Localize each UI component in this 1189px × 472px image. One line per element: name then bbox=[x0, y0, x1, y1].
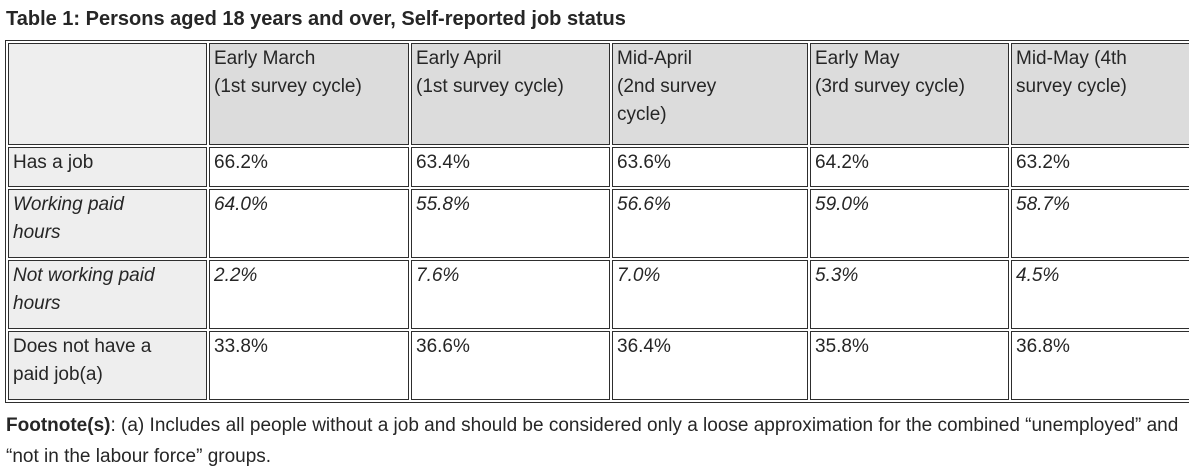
row-label: Working paid hours bbox=[8, 189, 207, 258]
column-header-early-april: Early April (1st survey cycle) bbox=[411, 43, 610, 145]
table-cell: 7.6% bbox=[411, 260, 610, 329]
table-cell: 2.2% bbox=[209, 260, 409, 329]
header-row: Early March (1st survey cycle) Early Apr… bbox=[8, 43, 1189, 145]
table-cell: 35.8% bbox=[810, 331, 1009, 400]
table-cell: 36.4% bbox=[612, 331, 808, 400]
column-header-mid-april: Mid-April (2nd survey cycle) bbox=[612, 43, 808, 145]
table-cell: 33.8% bbox=[209, 331, 409, 400]
column-header-mid-may: Mid-May (4th survey cycle) bbox=[1011, 43, 1189, 145]
column-header-early-may: Early May (3rd survey cycle) bbox=[810, 43, 1009, 145]
row-label: Not working paid hours bbox=[8, 260, 207, 329]
table-cell: 7.0% bbox=[612, 260, 808, 329]
table-cell: 66.2% bbox=[209, 147, 409, 187]
footnote-label: Footnote(s) bbox=[6, 415, 111, 436]
table-row-working-paid-hours: Working paid hours 64.0% 55.8% 56.6% 59.… bbox=[8, 189, 1189, 258]
footnote: Footnote(s): (a) Includes all people wit… bbox=[6, 410, 1185, 472]
table-cell: 36.6% bbox=[411, 331, 610, 400]
table-cell: 59.0% bbox=[810, 189, 1009, 258]
table-cell: 55.8% bbox=[411, 189, 610, 258]
table-cell: 64.2% bbox=[810, 147, 1009, 187]
table-row-not-working-paid-hours: Not working paid hours 2.2% 7.6% 7.0% 5.… bbox=[8, 260, 1189, 329]
table-cell: 64.0% bbox=[209, 189, 409, 258]
table-cell: 63.6% bbox=[612, 147, 808, 187]
table-row-does-not-have-paid-job: Does not have a paid job(a) 33.8% 36.6% … bbox=[8, 331, 1189, 400]
corner-cell bbox=[8, 43, 207, 145]
table-cell: 63.2% bbox=[1011, 147, 1189, 187]
table-cell: 4.5% bbox=[1011, 260, 1189, 329]
table-body: Has a job 66.2% 63.4% 63.6% 64.2% 63.2% … bbox=[8, 147, 1189, 400]
table-title: Table 1: Persons aged 18 years and over,… bbox=[6, 8, 626, 30]
row-label: Does not have a paid job(a) bbox=[8, 331, 207, 400]
table-cell: 36.8% bbox=[1011, 331, 1189, 400]
table-cell: 56.6% bbox=[612, 189, 808, 258]
table-header: Early March (1st survey cycle) Early Apr… bbox=[8, 43, 1189, 145]
row-label: Has a job bbox=[8, 147, 207, 187]
job-status-table: Early March (1st survey cycle) Early Apr… bbox=[5, 40, 1189, 403]
table-row-has-a-job: Has a job 66.2% 63.4% 63.6% 64.2% 63.2% bbox=[8, 147, 1189, 187]
column-header-early-march: Early March (1st survey cycle) bbox=[209, 43, 409, 145]
table-cell: 5.3% bbox=[810, 260, 1009, 329]
table-cell: 63.4% bbox=[411, 147, 610, 187]
table-cell: 58.7% bbox=[1011, 189, 1189, 258]
footnote-text: : (a) Includes all people without a job … bbox=[6, 415, 1179, 467]
